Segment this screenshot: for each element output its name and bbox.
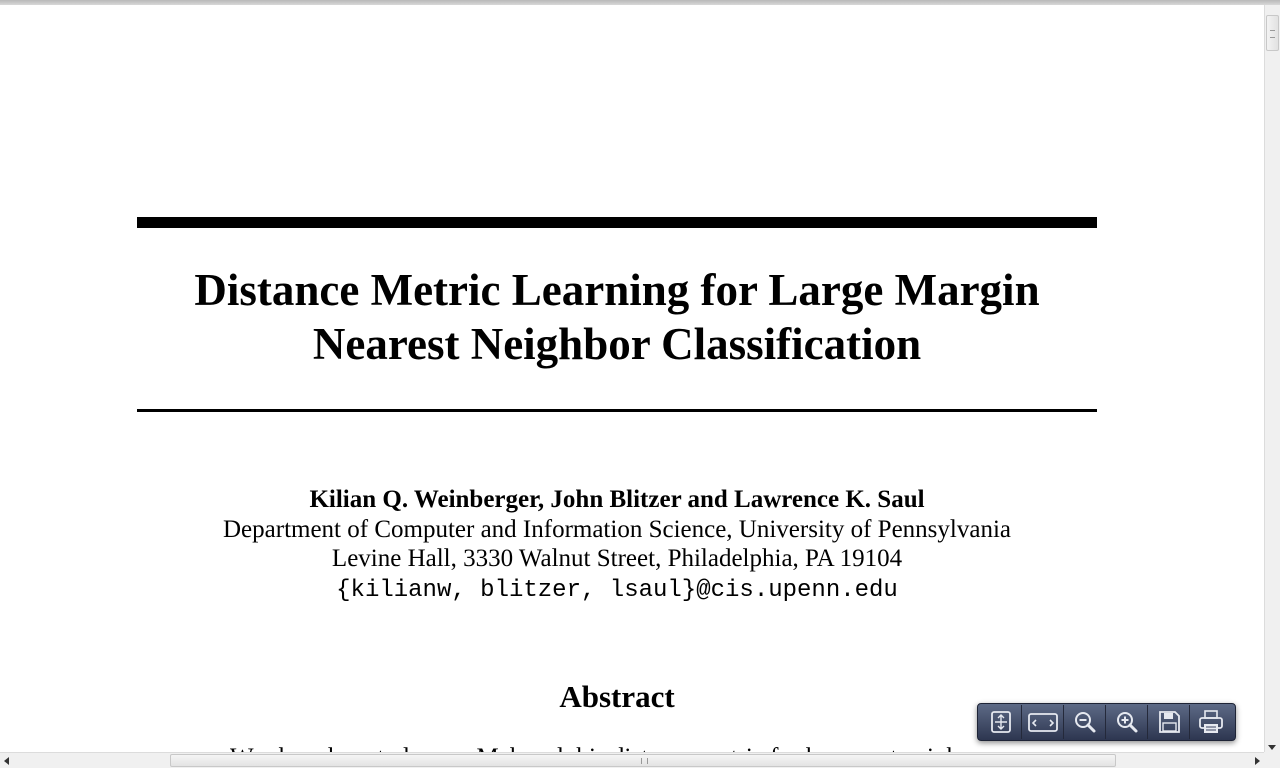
fit-width-icon bbox=[1027, 713, 1058, 732]
paper-address: Levine Hall, 3330 Walnut Street, Philade… bbox=[331, 545, 903, 572]
save-icon bbox=[1158, 711, 1180, 733]
fit-page-icon bbox=[990, 711, 1011, 733]
zoom-out-icon bbox=[1074, 712, 1095, 733]
title-bottom-rule bbox=[137, 409, 1097, 412]
pdf-floating-toolbar bbox=[977, 703, 1236, 741]
vertical-scroll-thumb[interactable] bbox=[1266, 15, 1279, 51]
zoom-out-button[interactable] bbox=[1064, 705, 1106, 739]
paper-title-line-2: Nearest Neighbor Classification bbox=[312, 319, 922, 369]
zoom-in-icon bbox=[1116, 712, 1137, 733]
horizontal-scrollbar[interactable] bbox=[0, 752, 1264, 768]
paper-email: {kilianw, blitzer, lsaul}@cis.upenn.edu bbox=[137, 573, 1097, 607]
window-top-border bbox=[0, 0, 1280, 5]
fit-width-button[interactable] bbox=[1022, 705, 1064, 739]
scroll-right-arrow-icon[interactable] bbox=[1255, 757, 1260, 765]
paper-title: Distance Metric Learning for Large Margi… bbox=[137, 263, 1097, 371]
title-top-rule bbox=[137, 217, 1097, 228]
print-icon bbox=[1199, 710, 1223, 733]
scroll-left-arrow-icon[interactable] bbox=[4, 757, 9, 765]
horizontal-scroll-thumb[interactable] bbox=[170, 754, 1116, 767]
save-button[interactable] bbox=[1148, 705, 1190, 739]
abstract-heading: Abstract bbox=[559, 679, 675, 714]
email-users: {kilianw, blitzer, lsaul} bbox=[336, 577, 697, 604]
fit-page-button[interactable] bbox=[980, 705, 1022, 739]
email-domain: @cis.upenn.edu bbox=[696, 577, 898, 604]
paper-title-line-1: Distance Metric Learning for Large Margi… bbox=[194, 265, 1040, 315]
scrollbar-corner bbox=[1264, 752, 1280, 768]
paper-affiliation: Department of Computer and Information S… bbox=[223, 516, 1011, 543]
vertical-scrollbar[interactable] bbox=[1264, 5, 1280, 752]
abstract-first-line: We show how to learn a Mahanalobis dista… bbox=[230, 743, 1010, 752]
paper-authors: Kilian Q. Weinberger, John Blitzer and L… bbox=[309, 486, 925, 513]
scroll-down-arrow-icon[interactable] bbox=[1268, 745, 1276, 750]
print-button[interactable] bbox=[1190, 705, 1232, 739]
pdf-page: Distance Metric Learning for Large Margi… bbox=[0, 5, 1264, 752]
zoom-in-button[interactable] bbox=[1106, 705, 1148, 739]
